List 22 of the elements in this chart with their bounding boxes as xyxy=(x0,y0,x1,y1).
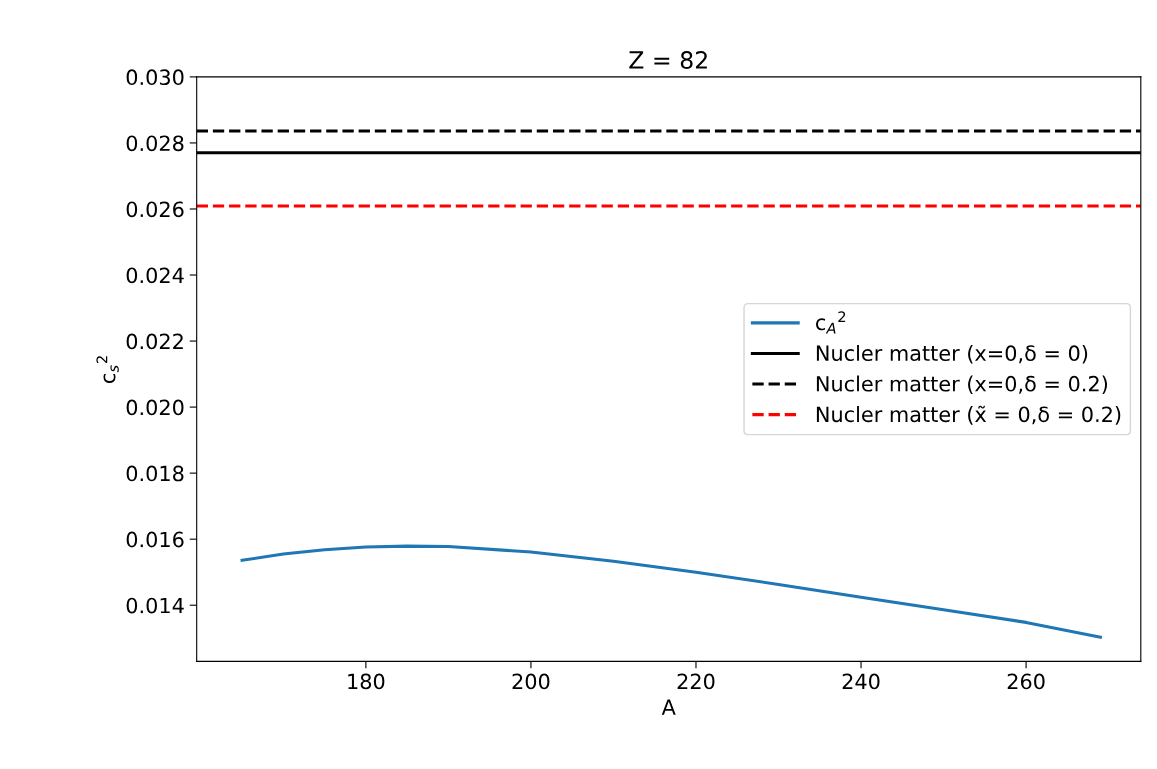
legend-label: Nucler matter (x=0,δ = 0.2) xyxy=(816,375,1108,395)
legend-label: c$_{A}$$^{2}$ xyxy=(816,311,846,334)
y-tick-label: 0.022 xyxy=(126,333,183,350)
chart-title: Z = 82 xyxy=(629,51,707,69)
y-tick-label: 0.024 xyxy=(126,267,184,284)
y-axis-title: c$_{s}$$^{2}$ xyxy=(96,356,119,383)
y-tick-label: 0.026 xyxy=(126,201,184,218)
x-tick-label: 260 xyxy=(1007,673,1045,690)
line-series xyxy=(240,544,1102,639)
legend-label: Nucler matter (x̃ = 0,δ = 0.2) xyxy=(816,405,1121,425)
x-tick-label: 200 xyxy=(512,673,550,690)
x-tick-label: 180 xyxy=(348,673,385,690)
x-tick-label: 240 xyxy=(842,673,880,690)
x-axis-title: A xyxy=(661,699,676,715)
y-tick-label: 0.020 xyxy=(126,399,184,416)
x-tick-label: 220 xyxy=(677,673,715,690)
legend-label: Nucler matter (x=0,δ = 0) xyxy=(816,344,1088,364)
y-tick-label: 0.018 xyxy=(126,465,184,482)
y-tick-label: 0.014 xyxy=(126,597,184,614)
y-tick-label: 0.028 xyxy=(126,135,184,152)
y-tick-label: 0.030 xyxy=(126,69,184,86)
y-tick-label: 0.016 xyxy=(126,531,184,548)
